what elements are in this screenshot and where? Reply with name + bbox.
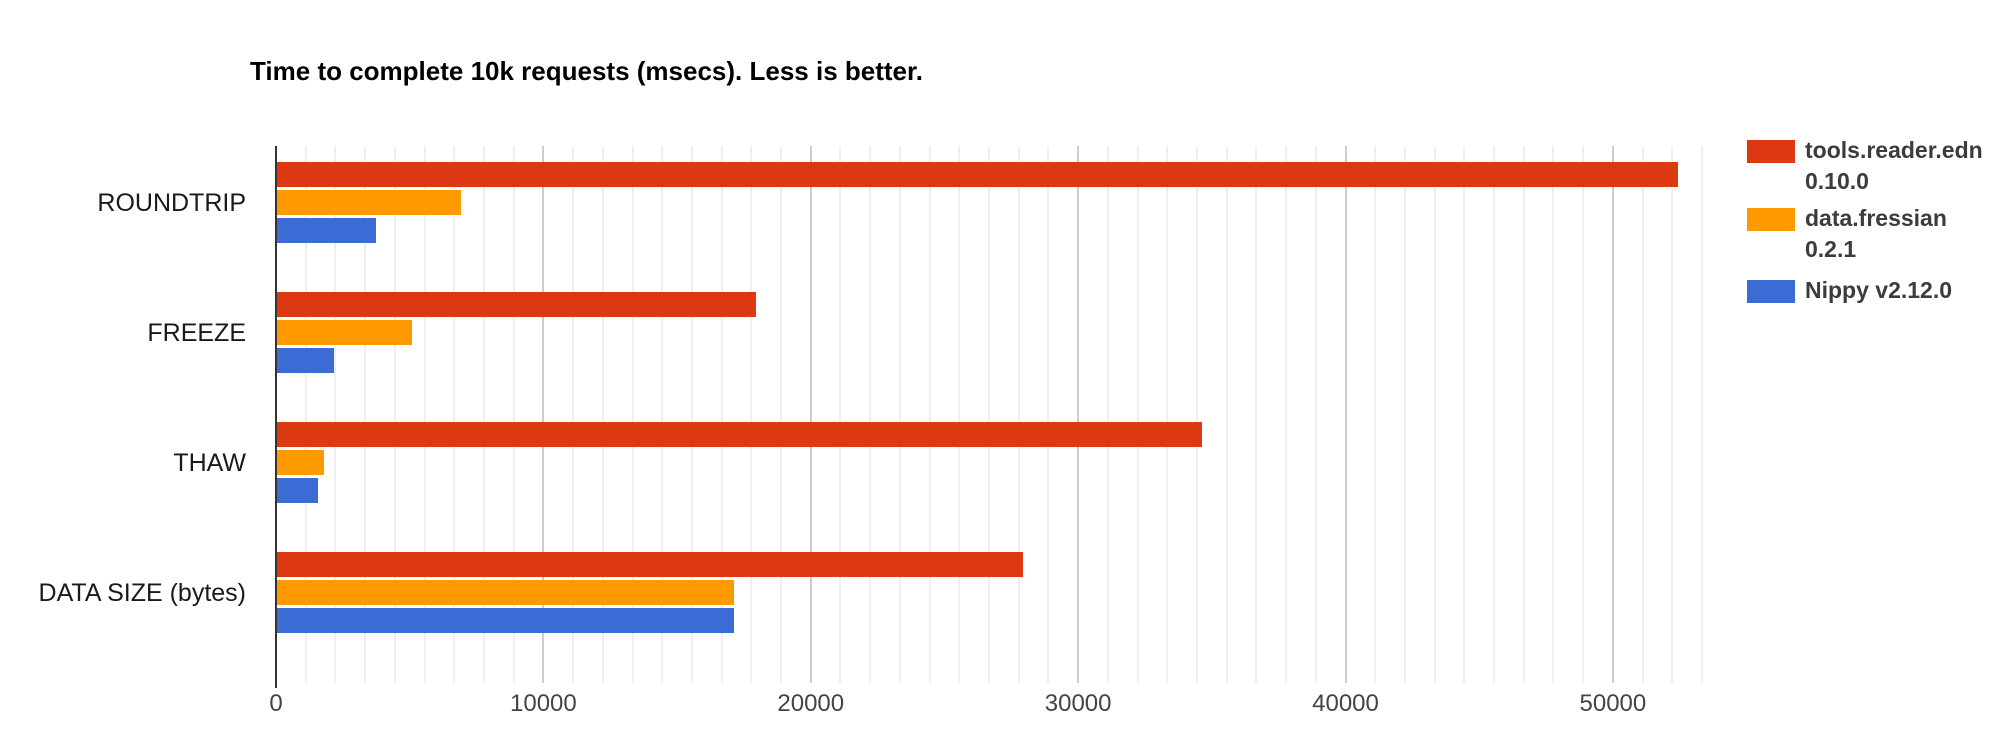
bar-data-size-bytes-nippy[interactable] [277,608,735,634]
bar-data-size-bytes-tools-reader-edn[interactable] [277,551,1023,577]
category-label-data-size-bytes: DATA SIZE (bytes) [38,578,246,607]
major-gridline [1611,146,1614,683]
y-axis-line [275,146,277,688]
minor-gridline [869,146,872,683]
minor-gridline [1552,146,1555,683]
minor-gridline [1522,146,1525,683]
minor-gridline [1493,146,1496,683]
minor-gridline [601,146,604,683]
category-label-roundtrip: ROUNDTRIP [97,188,246,217]
minor-gridline [304,146,307,683]
minor-gridline [1225,146,1228,683]
x-tick-label-20000: 20000 [777,690,845,717]
x-tick-label-30000: 30000 [1044,690,1112,717]
minor-gridline [1017,146,1020,683]
category-label-thaw: THAW [173,448,246,477]
bar-data-size-bytes-data-fressian[interactable] [277,580,735,605]
minor-gridline [1374,146,1377,683]
bar-freeze-tools-reader-edn[interactable] [277,291,756,317]
bar-thaw-data-fressian[interactable] [277,450,324,475]
legend-item-tools-reader-edn[interactable]: tools.reader.edn 0.10.0 [1747,137,1983,197]
x-tick-label-50000: 50000 [1579,690,1647,717]
bar-roundtrip-data-fressian[interactable] [277,190,462,215]
major-gridline [1077,146,1080,683]
legend-item-data-fressian[interactable]: data.fressian 0.2.1 [1747,205,1947,265]
minor-gridline [690,146,693,683]
chart-title: Time to complete 10k requests (msecs). L… [250,56,923,86]
minor-gridline [364,146,367,683]
minor-gridline [1671,146,1674,683]
minor-gridline [1106,146,1109,683]
major-gridline [542,146,545,683]
minor-gridline [334,146,337,683]
minor-gridline [1641,146,1644,683]
minor-gridline [453,146,456,683]
minor-gridline [631,146,634,683]
x-tick-label-0: 0 [269,690,283,717]
minor-gridline [1136,146,1139,683]
minor-gridline [928,146,931,683]
minor-gridline [423,146,426,683]
legend-swatch-tools-reader-edn [1747,140,1795,163]
minor-gridline [988,146,990,683]
x-tick-label-40000: 40000 [1312,690,1379,717]
category-label-freeze: FREEZE [147,318,246,347]
legend-label-data-fressian: data.fressian 0.2.1 [1805,205,1947,262]
minor-gridline [839,146,842,683]
minor-gridline [1314,146,1317,683]
minor-gridline [1195,146,1198,683]
minor-gridline [512,146,515,683]
minor-gridline [1701,146,1703,683]
minor-gridline [661,146,664,683]
legend-swatch-data-fressian [1747,208,1795,231]
minor-gridline [482,146,485,683]
minor-gridline [1403,146,1406,683]
minor-gridline [393,146,396,683]
bar-thaw-nippy[interactable] [277,478,318,504]
minor-gridline [1463,146,1466,683]
minor-gridline [1285,146,1288,683]
minor-gridline [750,146,753,683]
minor-gridline [780,146,783,683]
minor-gridline [1255,146,1258,683]
bar-roundtrip-nippy[interactable] [277,218,376,244]
minor-gridline [1582,146,1585,683]
minor-gridline [958,146,961,683]
major-gridline [1344,146,1347,683]
legend-label-nippy: Nippy v2.12.0 [1805,277,1953,303]
minor-gridline [572,146,575,683]
x-tick-label-10000: 10000 [510,690,577,717]
minor-gridline [720,146,723,683]
bar-thaw-tools-reader-edn[interactable] [277,421,1203,447]
legend-swatch-nippy [1747,280,1795,303]
minor-gridline [1166,146,1169,683]
legend-label-tools-reader-edn: tools.reader.edn 0.10.0 [1805,137,1983,194]
major-gridline [809,146,812,683]
minor-gridline [898,146,901,683]
bar-freeze-data-fressian[interactable] [277,320,413,345]
minor-gridline [1047,146,1050,683]
legend-item-nippy[interactable]: Nippy v2.12.0 [1747,277,1952,306]
minor-gridline [1433,146,1436,683]
bar-freeze-nippy[interactable] [277,348,334,374]
bar-roundtrip-tools-reader-edn[interactable] [277,161,1679,187]
